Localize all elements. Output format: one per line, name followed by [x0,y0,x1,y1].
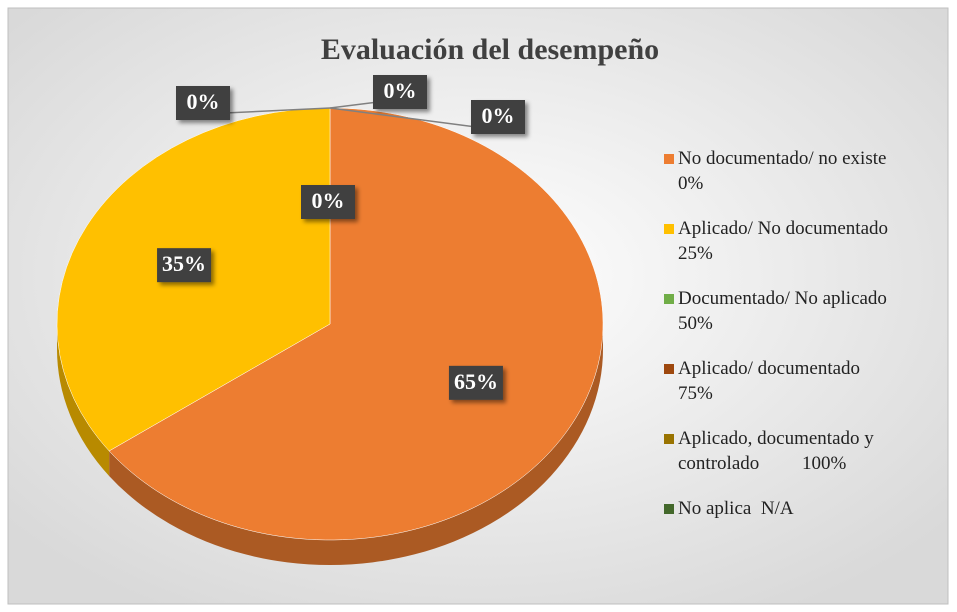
legend-swatch [664,224,674,234]
legend-swatch [664,504,674,514]
leader-line [224,107,331,114]
data-label: 0% [482,103,515,128]
legend-label: Aplicado/ No documentado 25% [678,218,889,264]
leader-line [329,107,477,128]
data-label-box [448,365,503,400]
legend-swatch [664,434,674,444]
legend-swatch [664,364,674,374]
legend-label: No aplica N/A [678,498,794,519]
slice-side [57,324,110,476]
legend-entry: Documentado/ No aplicado 50% [664,286,954,356]
legend-label: Aplicado, documentado y controlado 100% [678,428,874,474]
data-label-box [471,100,525,134]
data-label-box [373,75,427,109]
data-label: 0% [384,78,417,103]
legend-label: No documentado/ no existe 0% [678,148,887,194]
legend-entry: Aplicado, documentado y controlado 100% [664,426,954,496]
legend-swatch [664,154,674,164]
data-label: 0% [187,89,220,114]
legend-label: Aplicado/ documentado 75% [678,358,861,404]
leader-line [329,101,379,109]
slice [108,107,604,541]
data-label-box [176,86,230,120]
legend-swatch [664,294,674,304]
legend-entry: No aplica N/A [664,496,954,566]
data-label: 0% [312,188,345,213]
legend-entry: No documentado/ no existe 0% [664,146,954,216]
data-label-box [157,248,212,283]
legend: No documentado/ no existe 0% Aplicado/ No… [664,146,954,566]
legend-label: Documentado/ No aplicado 50% [678,288,887,334]
chart-title: Evaluación del desempeño [321,33,659,66]
legend-entry: Aplicado/ No documentado 25% [664,216,954,286]
data-label: 35% [162,251,206,276]
data-label-box [301,185,355,219]
data-label: 65% [454,369,498,394]
pie: 65% 35% 0% 0% 0% 0% [56,75,604,565]
legend-entry: Aplicado/ documentado 75% [664,356,954,426]
